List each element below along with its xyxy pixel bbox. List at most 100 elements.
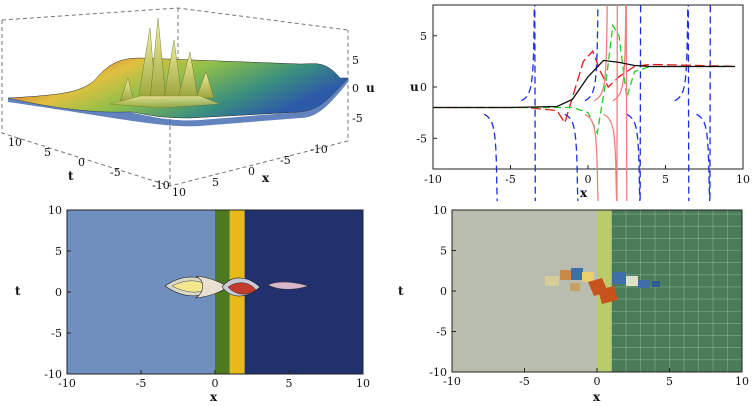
t-axis-label-3d: t: [68, 169, 74, 183]
y-tick-label: 10: [433, 204, 447, 217]
series-line: [696, 5, 711, 201]
x-tick-label: 5: [666, 375, 673, 388]
surface-plot-3d: 10 5 0 -5 -10 10 5 0 -5 -10 5 0 -5 x t u: [1, 7, 375, 199]
x-tick-label: 10: [172, 186, 186, 199]
density-region: [215, 210, 230, 374]
series-line: [626, 5, 642, 201]
t-tick-label: -5: [110, 166, 121, 179]
blob: [571, 268, 583, 280]
y-axis-label: u: [410, 80, 419, 94]
y-axis-ticks: 5 0 -5: [416, 30, 437, 145]
z-tick-label: 5: [352, 54, 359, 67]
t-tick-label: 5: [44, 146, 51, 159]
z-ticks-3d: 5 0 -5: [352, 54, 363, 125]
density-region: [244, 210, 363, 374]
x-tick-label: -5: [280, 154, 291, 167]
blob: [612, 272, 626, 284]
z-tick-label: -5: [352, 112, 363, 125]
density-plot-right: -10 -5 0 5 10 10 5 0 -5 -10 x t: [398, 204, 749, 404]
y-tick-label: -10: [429, 366, 447, 379]
density-regions: [67, 210, 363, 374]
x-axis-label: x: [580, 186, 588, 200]
x-tick-label: 0: [248, 165, 255, 178]
series-line: [603, 5, 618, 201]
x-axis-ticks: -10 -5 0 5 10: [424, 165, 750, 186]
blob: [545, 276, 559, 286]
soliton-blobs: [545, 268, 660, 304]
x-axis-ticks: -10 -5 0 5 10: [443, 368, 749, 388]
series-line: [593, 5, 608, 102]
x-axis-ticks: -10 -5 0 5 10: [58, 370, 370, 390]
blob: [638, 280, 650, 288]
bounding-box: [1, 7, 349, 187]
u-axis-label-3d: u: [366, 81, 375, 95]
y-axis-ticks: 10 5 0 -5 -10: [429, 204, 456, 379]
x-tick-label: -10: [310, 143, 328, 156]
series-line: [584, 113, 599, 201]
density-plot-left: -10 -5 0 5 10 10 5 0 -5 -10 x t: [15, 204, 370, 404]
x-tick-label: 10: [735, 375, 749, 388]
surface-lower-sheet: [8, 78, 348, 127]
x-tick-label: -10: [443, 375, 461, 388]
y-tick-label: 0: [440, 285, 447, 298]
lobe: [267, 281, 309, 290]
y-axis-label: t: [15, 284, 21, 298]
blob: [626, 276, 638, 286]
x-tick-label: 0: [594, 375, 601, 388]
series-line: [433, 23, 735, 136]
y-axis-label: t: [398, 284, 404, 298]
y-axis-ticks: 10 5 0 -5 -10: [44, 204, 71, 381]
x-tick-label: 0: [585, 173, 592, 186]
x-axis-label: x: [593, 390, 601, 404]
y-tick-label: 10: [48, 204, 62, 217]
y-tick-label: 5: [420, 30, 427, 43]
blob: [570, 283, 580, 291]
y-tick-label: 0: [420, 81, 427, 94]
x-tick-label: 10: [356, 377, 370, 390]
x-tick-label: -5: [505, 173, 516, 186]
series-line: [483, 113, 498, 201]
x-tick-label: -5: [136, 377, 147, 390]
surface-spikes: [109, 17, 221, 109]
t-tick-label: -10: [152, 179, 170, 192]
blob: [582, 272, 594, 282]
x-tick-label: -10: [424, 173, 442, 186]
blob: [598, 286, 618, 304]
x-tick-label: 5: [662, 173, 669, 186]
x-tick-label: 10: [736, 173, 750, 186]
x-tick-label: 0: [212, 377, 219, 390]
lobe: [227, 282, 257, 295]
x-ticks-3d: 10 5 0 -5 -10: [172, 143, 328, 199]
grid-lines: [611, 210, 743, 373]
y-tick-label: 5: [55, 245, 62, 258]
line-plot-panel: -10 -5 0 5 10 5 0 -5 x u: [410, 4, 750, 201]
y-tick-label: 5: [440, 245, 447, 258]
series-line: [521, 5, 536, 201]
x-tick-label: 5: [286, 377, 293, 390]
series-line: [433, 49, 735, 125]
t-ticks-3d: 10 5 0 -5 -10: [8, 136, 170, 192]
density-region: [611, 210, 742, 372]
series-line: [584, 5, 599, 102]
y-tick-label: -5: [51, 327, 62, 340]
y-tick-label: -10: [44, 368, 62, 381]
x-axis-label-3d: x: [262, 171, 270, 185]
plot-frame: [432, 4, 744, 170]
blob: [652, 281, 660, 287]
x-axis-label: x: [210, 390, 218, 404]
x-tick-label: -5: [519, 375, 530, 388]
soliton-lobes: [164, 275, 309, 299]
t-tick-label: 0: [78, 156, 85, 169]
x-tick-label: -10: [58, 377, 76, 390]
series-line: [433, 59, 735, 109]
series-line: [612, 5, 628, 201]
t-tick-label: 10: [8, 136, 22, 149]
x-tick-label: 5: [212, 176, 219, 189]
y-tick-label: -5: [416, 132, 427, 145]
lobe: [194, 275, 229, 299]
blob: [560, 270, 572, 280]
y-tick-label: 0: [55, 286, 62, 299]
z-tick-label: 0: [352, 82, 359, 95]
series-group: [433, 5, 735, 201]
